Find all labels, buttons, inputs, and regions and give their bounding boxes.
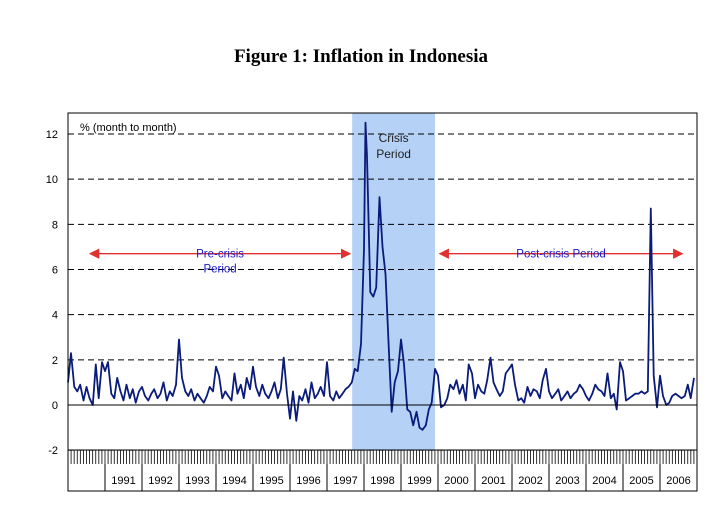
axes: -2 0 2 4 6 8 10 12 1991 1992 1993 1994 1995 1996 1997 1… (46, 112, 698, 492)
x-tick-label-2003: 2003 (555, 475, 579, 487)
x-tick-label-1997: 1997 (333, 475, 357, 487)
x-tick-label-2001: 2001 (481, 475, 505, 487)
annotations: Pre-crisis Period Post-crisis Period (88, 248, 684, 276)
x-tick-label-1993: 1993 (185, 475, 209, 487)
plot-frame (67, 112, 698, 492)
x-tick-label-1991: 1991 (111, 475, 135, 487)
annotation-text-1: Post-crisis Period (516, 249, 605, 261)
y-tick-label-0: 0 (52, 400, 58, 412)
y-tick-label-12: 12 (46, 129, 58, 141)
y-tick-label-2: 2 (52, 355, 58, 367)
y-tick-label--2: -2 (48, 445, 58, 457)
series-line-0 (67, 121, 695, 431)
x-tick-label-1992: 1992 (148, 475, 172, 487)
y-axis-unit-label: % (month to month) (80, 122, 177, 134)
y-tick-label-8: 8 (52, 219, 58, 231)
x-tick-label-2005: 2005 (629, 475, 653, 487)
y-tick-label-10: 10 (46, 174, 58, 186)
x-tick-label-1998: 1998 (370, 475, 394, 487)
x-tick-label-1995: 1995 (259, 475, 283, 487)
x-tick-label-2000: 2000 (444, 475, 468, 487)
x-tick-label-1994: 1994 (222, 475, 246, 487)
crisis-label-line1: Crisis (379, 131, 409, 145)
x-tick-label-1996: 1996 (296, 475, 320, 487)
x-tick-label-2002: 2002 (518, 475, 542, 487)
y-tick-label-6: 6 (52, 265, 58, 277)
annotation-text-0: Pre-crisis (196, 249, 244, 261)
y-tick-label-4: 4 (52, 310, 58, 322)
chart-title: Figure 1: Inflation in Indonesia (233, 46, 489, 67)
annotation-text-0-line2: Period (203, 264, 236, 276)
crisis-label-line2: Period (376, 147, 411, 161)
x-tick-label-2006: 2006 (666, 475, 690, 487)
x-tick-label-2004: 2004 (592, 475, 616, 487)
inflation-series (67, 121, 695, 431)
x-tick-label-1999: 1999 (407, 475, 431, 487)
